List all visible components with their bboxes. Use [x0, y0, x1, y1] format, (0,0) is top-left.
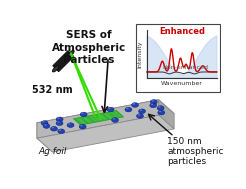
Polygon shape [37, 100, 174, 137]
Ellipse shape [79, 124, 86, 129]
Text: Ag foil: Ag foil [39, 147, 67, 156]
Ellipse shape [125, 107, 132, 112]
Ellipse shape [80, 112, 87, 117]
Ellipse shape [133, 103, 135, 105]
Ellipse shape [56, 117, 63, 122]
Text: Intensity: Intensity [138, 40, 142, 68]
Ellipse shape [126, 108, 128, 109]
Ellipse shape [158, 106, 161, 108]
Ellipse shape [80, 125, 83, 126]
Ellipse shape [158, 110, 165, 115]
Ellipse shape [108, 108, 110, 109]
Text: Wavenumber: Wavenumber [161, 81, 203, 86]
Text: SERS of
Atmospheric
Particles: SERS of Atmospheric Particles [52, 30, 126, 65]
Ellipse shape [150, 100, 157, 104]
Text: 532 nm: 532 nm [32, 85, 73, 95]
Text: Non-enhanced: Non-enhanced [162, 65, 208, 70]
Polygon shape [147, 36, 217, 78]
Ellipse shape [81, 112, 84, 114]
Ellipse shape [151, 104, 153, 105]
Ellipse shape [56, 121, 63, 125]
Ellipse shape [58, 129, 65, 134]
Ellipse shape [107, 107, 114, 112]
FancyBboxPatch shape [136, 24, 220, 92]
Ellipse shape [111, 118, 119, 122]
Ellipse shape [57, 117, 60, 119]
Ellipse shape [68, 123, 71, 125]
Ellipse shape [68, 50, 74, 57]
Ellipse shape [52, 66, 59, 72]
Ellipse shape [150, 103, 157, 108]
Ellipse shape [138, 109, 146, 114]
Text: Enhanced: Enhanced [159, 27, 205, 36]
Text: 150 nm
atmospheric
particles: 150 nm atmospheric particles [167, 137, 224, 167]
Ellipse shape [138, 114, 140, 116]
Polygon shape [37, 115, 174, 152]
Ellipse shape [52, 127, 54, 128]
Ellipse shape [41, 121, 48, 125]
Ellipse shape [152, 100, 154, 101]
Ellipse shape [157, 106, 164, 110]
Ellipse shape [59, 129, 61, 131]
Polygon shape [37, 123, 52, 152]
Ellipse shape [44, 124, 46, 126]
Polygon shape [159, 100, 174, 129]
Ellipse shape [50, 126, 58, 131]
Ellipse shape [57, 121, 60, 123]
Ellipse shape [42, 121, 45, 123]
Ellipse shape [132, 103, 138, 107]
Ellipse shape [113, 118, 115, 120]
Ellipse shape [43, 124, 50, 128]
Polygon shape [53, 51, 74, 72]
Ellipse shape [159, 111, 161, 112]
Ellipse shape [137, 114, 143, 118]
Ellipse shape [67, 123, 74, 127]
Ellipse shape [140, 109, 142, 111]
Polygon shape [74, 111, 123, 125]
Polygon shape [37, 100, 159, 138]
